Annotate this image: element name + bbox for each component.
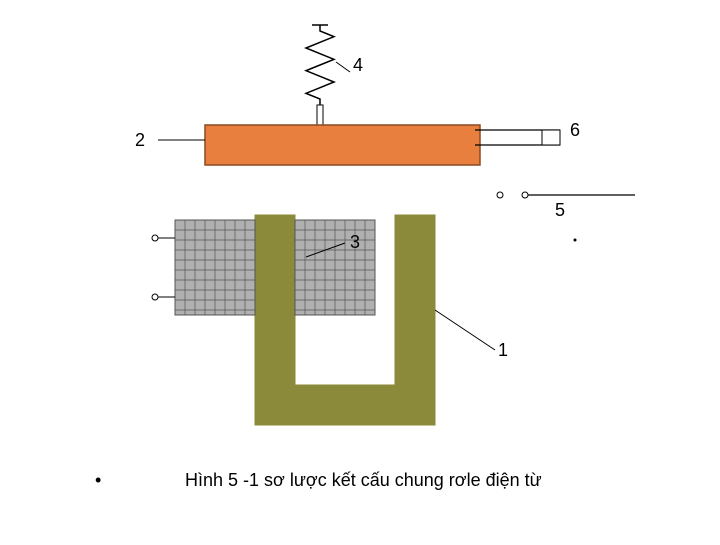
armature xyxy=(205,125,480,165)
caption-bullet: • xyxy=(95,470,101,491)
label-4: 4 xyxy=(353,55,363,76)
label-5: 5 xyxy=(555,200,565,221)
label-3: 3 xyxy=(350,232,360,253)
figure-caption: Hình 5 -1 sơ lược kết cấu chung rơle điệ… xyxy=(185,470,542,491)
label-2: 2 xyxy=(135,130,145,151)
label-1: 1 xyxy=(498,340,508,361)
diagram-canvas: 1 2 3 4 5 6 • Hình 5 -1 sơ lược kết cấu … xyxy=(0,0,720,540)
label-6: 6 xyxy=(570,120,580,141)
diagram-svg xyxy=(0,0,720,540)
